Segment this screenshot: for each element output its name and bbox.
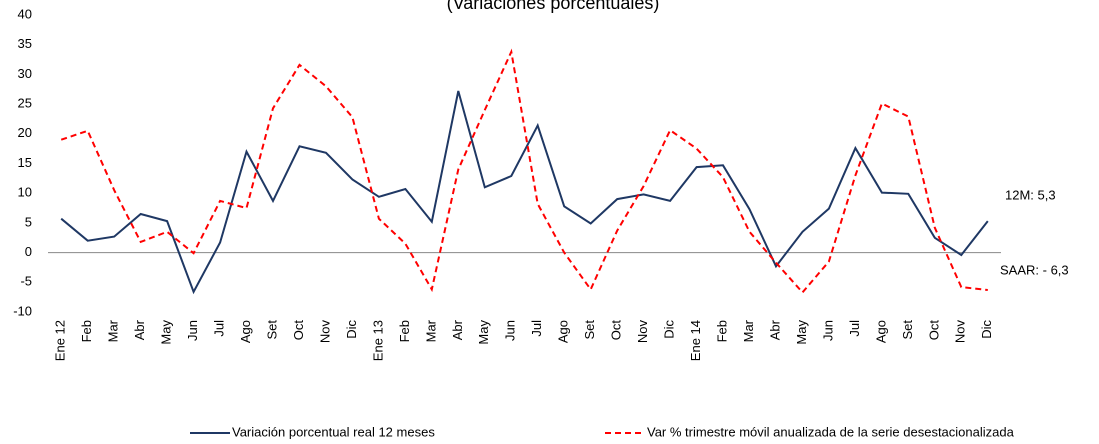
x-tick-label: Abr (767, 319, 782, 340)
x-tick-label: Mar (106, 319, 121, 342)
y-tick-label: 10 (18, 185, 32, 200)
x-tick-label: Nov (635, 320, 650, 344)
x-tick-label: Feb (714, 320, 729, 342)
x-tick-label: Nov (317, 320, 332, 344)
annotation: SAAR: - 6,3 (1000, 262, 1069, 277)
x-tick-label: Jun (503, 320, 518, 341)
chart-subtitle: (Variaciones porcentuales) (447, 0, 660, 13)
x-tick-label: Ago (238, 320, 253, 343)
y-tick-label: 0 (25, 244, 32, 259)
x-tick-label: Feb (397, 320, 412, 342)
x-tick-label: Set (264, 320, 279, 340)
annotation: 12M: 5,3 (1005, 187, 1056, 202)
x-tick-label: Feb (79, 320, 94, 342)
y-tick-label: 25 (18, 96, 32, 111)
x-tick-label: Ene 14 (688, 320, 703, 361)
x-tick-label: Mar (741, 319, 756, 342)
y-tick-label: 40 (18, 6, 32, 21)
x-tick-label: May (476, 320, 491, 345)
y-tick-label: 5 (25, 214, 32, 229)
x-tick-label: Jun (820, 320, 835, 341)
y-tick-label: 35 (18, 36, 32, 51)
x-tick-label: Oct (609, 320, 624, 341)
x-tick-label: Dic (344, 320, 359, 339)
y-tick-label: -5 (20, 274, 32, 289)
x-tick-label: Jul (847, 320, 862, 337)
y-tick-label: -10 (13, 303, 32, 318)
x-tick-label: May (794, 320, 809, 345)
x-tick-label: Abr (132, 319, 147, 340)
series-line (60, 48, 988, 294)
series-line (60, 90, 989, 295)
x-tick-label: Jun (185, 320, 200, 341)
x-tick-label: Set (582, 320, 597, 340)
x-tick-label: Oct (291, 320, 306, 341)
x-tick-label: Ago (873, 320, 888, 343)
y-tick-label: 15 (18, 155, 32, 170)
x-tick-label: Ene 13 (370, 320, 385, 361)
legend-label: Variación porcentual real 12 meses (232, 424, 435, 439)
legend-label: Var % trimestre móvil anualizada de la s… (647, 424, 1015, 439)
x-tick-label: Abr (450, 319, 465, 340)
x-tick-label: Jul (529, 320, 544, 337)
x-tick-label: Ago (556, 320, 571, 343)
x-tick-label: Oct (926, 320, 941, 341)
y-tick-label: 20 (18, 125, 32, 140)
x-tick-label: Set (900, 320, 915, 340)
x-tick-label: Ene 12 (53, 320, 68, 361)
x-tick-label: Nov (953, 320, 968, 344)
x-tick-label: Jul (212, 320, 227, 337)
y-tick-label: 30 (18, 66, 32, 81)
x-tick-label: Mar (423, 319, 438, 342)
x-tick-label: Dic (662, 320, 677, 339)
x-tick-label: Dic (979, 320, 994, 339)
x-tick-label: May (159, 320, 174, 345)
